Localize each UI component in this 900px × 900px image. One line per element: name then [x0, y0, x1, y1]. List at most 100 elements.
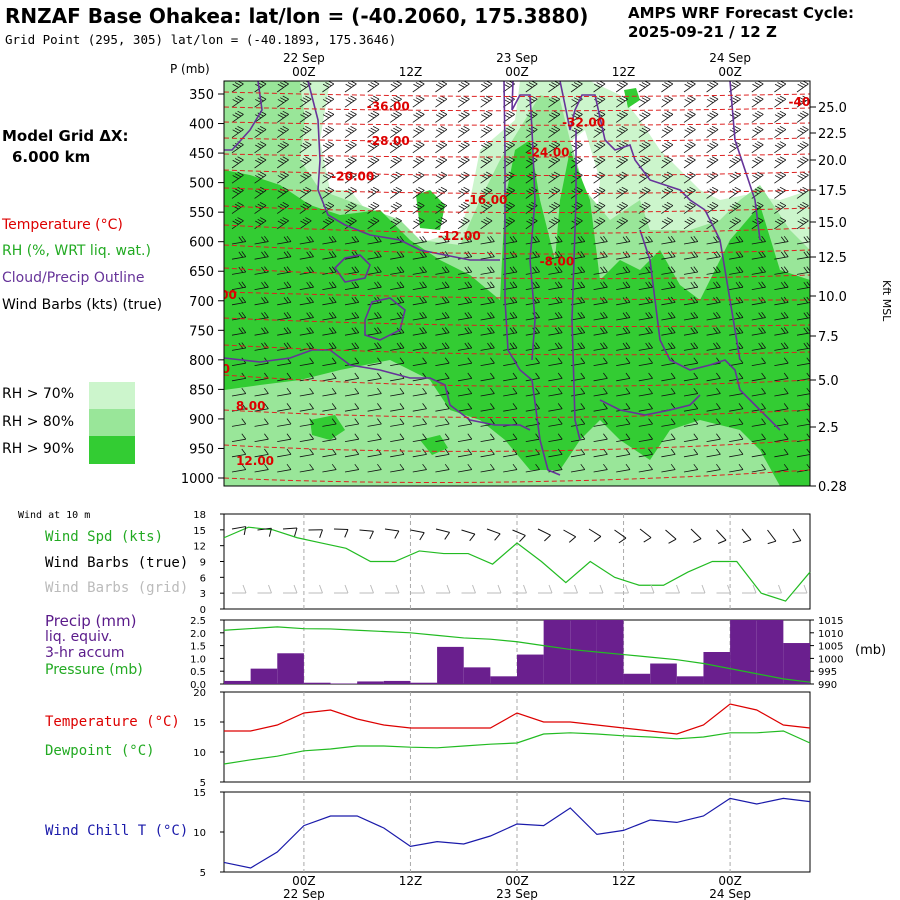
barb-feather [509, 327, 515, 334]
barb-feather [422, 281, 427, 288]
barb-shaft [751, 144, 764, 154]
barb-shaft [412, 98, 425, 108]
wind-barb [299, 156, 312, 169]
wind-barb [412, 311, 427, 321]
barb-feather [370, 97, 377, 102]
barb-feather [758, 312, 763, 319]
barb-feather [300, 175, 307, 179]
barb-feather [440, 186, 448, 191]
barb-feather [738, 266, 744, 273]
wind-barb [751, 463, 766, 473]
barb-shaft [367, 332, 382, 336]
barb-feather [377, 433, 382, 440]
barb-shaft [231, 332, 246, 336]
barb-feather [283, 236, 289, 243]
barb-feather [377, 281, 382, 288]
barb-shaft [457, 301, 472, 306]
wind-barb [729, 266, 744, 275]
barb-feather [506, 203, 513, 208]
barb-feather [368, 83, 375, 88]
wind-barb [593, 217, 606, 230]
barb-feather [458, 175, 465, 179]
barb-feather [735, 266, 741, 273]
barb-shaft [638, 98, 651, 108]
barb-feather [354, 463, 360, 470]
wind-barb [457, 403, 473, 412]
wind-barb [774, 110, 787, 123]
barb-feather [783, 235, 789, 242]
barb-shaft [774, 453, 789, 458]
barb-shaft [706, 453, 721, 458]
wind-barb [322, 251, 337, 260]
barb-feather [354, 281, 360, 288]
barb-shaft [367, 129, 380, 138]
barb-shaft [661, 271, 676, 275]
wind-barb [661, 156, 674, 169]
barb-shaft [480, 332, 495, 336]
barb-feather [797, 175, 804, 179]
barb-shaft [457, 114, 470, 123]
barb-shaft [276, 159, 289, 169]
barb-shaft [661, 362, 676, 366]
barb-feather [302, 82, 310, 87]
barb-shaft [683, 377, 698, 382]
barb-feather [283, 327, 289, 334]
barb-shaft [277, 423, 292, 427]
wind-barb [503, 372, 518, 382]
barb-shaft [299, 469, 314, 473]
top-hour-label: 12Z [399, 65, 423, 79]
barb-shaft [525, 438, 540, 442]
barb-shaft [277, 286, 292, 290]
barb-shaft [616, 241, 631, 245]
barb-feather [603, 357, 608, 364]
legend-rh70: RH > 70% [2, 386, 75, 402]
barb-feather [257, 203, 264, 208]
barb-feather [732, 97, 739, 102]
barb-shaft [480, 174, 493, 184]
barb-shaft [774, 205, 787, 214]
wind-barb [480, 403, 495, 412]
barb-shaft [570, 438, 585, 442]
barb-shaft [276, 114, 289, 123]
barb-feather [483, 203, 490, 208]
temp-contour [224, 153, 810, 158]
wind-barb [412, 433, 427, 442]
barb-feather [641, 188, 649, 193]
barb-shaft [412, 393, 427, 397]
grid-wind-barb [563, 584, 578, 594]
barb-feather [707, 205, 714, 210]
pressure-tick-label: 400 [189, 118, 214, 133]
barb-feather [277, 144, 284, 149]
wind-barb [774, 311, 789, 321]
grid-point: Grid Point (295, 305) lat/lon = (-40.189… [5, 32, 397, 47]
barb-feather [309, 372, 314, 379]
barb-feather [283, 282, 289, 288]
barb-shaft [638, 256, 653, 260]
top-date-label: 22 Sep [283, 51, 325, 65]
barb-feather [557, 342, 563, 349]
barb-shaft [367, 205, 380, 214]
barb-feather [757, 202, 764, 206]
barb-feather [799, 158, 807, 163]
barb-shaft [254, 205, 267, 214]
barb-feather [783, 433, 789, 440]
barb-feather [286, 296, 292, 303]
barb-feather [243, 526, 247, 536]
barb-feather [734, 110, 741, 115]
grid-wind-barb [716, 584, 731, 594]
barb-shaft [774, 393, 789, 397]
barb-shaft [616, 301, 631, 306]
barb-feather [716, 448, 721, 455]
barb-feather [302, 203, 310, 208]
barb-feather [799, 173, 807, 178]
wind-barb [344, 217, 357, 230]
barb-feather [372, 171, 380, 176]
barb-shaft [729, 438, 744, 442]
barb-feather [509, 282, 515, 288]
barb-feather [553, 202, 561, 206]
barb-feather [415, 112, 423, 117]
barb-feather [757, 141, 764, 146]
wind-barb [638, 141, 651, 154]
rh90-patch-low-2 [420, 435, 448, 455]
barb-feather [264, 281, 269, 288]
